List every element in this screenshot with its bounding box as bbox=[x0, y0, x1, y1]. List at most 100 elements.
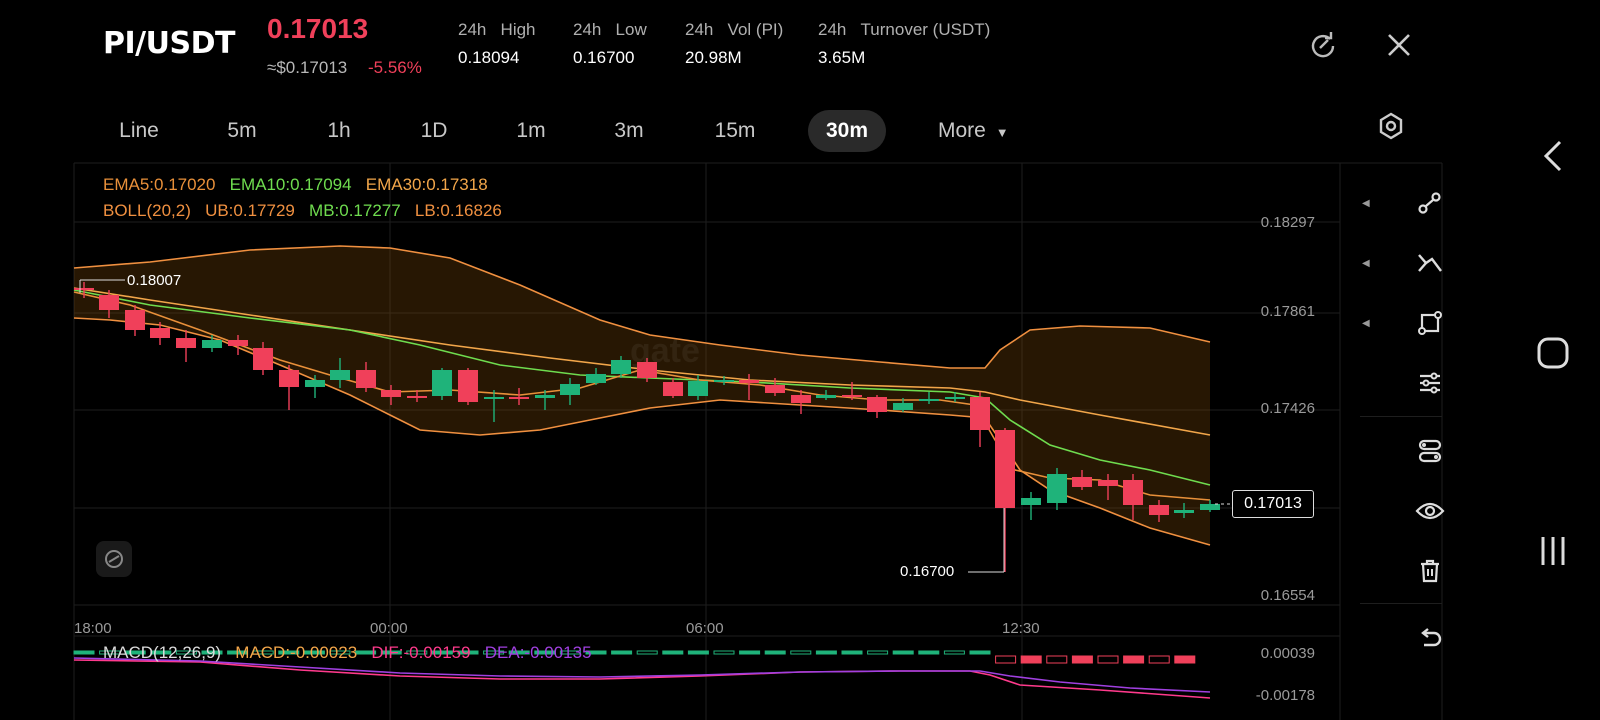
ema5-line bbox=[73, 291, 1211, 501]
tab-1h[interactable]: 1h bbox=[327, 119, 351, 142]
toolbar-divider bbox=[1360, 416, 1442, 417]
candle-down bbox=[381, 390, 401, 397]
boll-legend: BOLL(20,2) bbox=[103, 201, 191, 220]
candle-up bbox=[1021, 498, 1041, 505]
macd-bar bbox=[124, 650, 146, 655]
indicators-icon[interactable] bbox=[1410, 431, 1450, 471]
y-axis-label: 0.17861 bbox=[1260, 303, 1315, 320]
macd-bar bbox=[150, 650, 172, 655]
back-nav-icon[interactable] bbox=[1530, 133, 1576, 179]
macd-bar bbox=[585, 650, 607, 655]
macd-bar bbox=[687, 650, 709, 655]
tab-3m[interactable]: 3m bbox=[614, 119, 644, 142]
macd-dea-legend: DEA:-0.00135 bbox=[484, 643, 592, 662]
macd-y-top: 0.00039 bbox=[1260, 645, 1315, 662]
macd-histogram bbox=[73, 650, 1196, 664]
candle-up bbox=[688, 381, 708, 396]
candle-up bbox=[816, 395, 836, 398]
candle-down bbox=[407, 396, 427, 398]
candle-down bbox=[150, 328, 170, 338]
tab-5m[interactable]: 5m bbox=[227, 119, 257, 142]
macd-bar bbox=[995, 655, 1017, 664]
candle-down bbox=[99, 295, 119, 310]
candle-up bbox=[535, 395, 555, 398]
bollinger-band-fill bbox=[74, 246, 1210, 545]
close-icon[interactable] bbox=[1384, 30, 1414, 60]
stat-24h-low: 24h Low 0.16700 bbox=[573, 20, 647, 67]
candles-group bbox=[74, 282, 1220, 572]
y-axis-label: 0.16554 bbox=[1260, 587, 1315, 604]
macd-bar bbox=[355, 650, 377, 655]
macd-value-legend: MACD:-0.00023 bbox=[235, 643, 358, 662]
stat-24h-vol: 24h Vol (PI) 20.98M bbox=[685, 20, 784, 67]
ema30-line bbox=[73, 287, 1211, 436]
candle-up bbox=[919, 399, 939, 401]
macd-bar bbox=[278, 650, 300, 655]
sliders-icon[interactable] bbox=[1410, 363, 1450, 403]
candle-up bbox=[330, 370, 350, 380]
more-dropdown[interactable]: More ▼ bbox=[938, 110, 1009, 152]
home-nav-icon[interactable] bbox=[1530, 330, 1576, 376]
macd-bar bbox=[406, 650, 428, 655]
macd-bar bbox=[841, 650, 863, 655]
macd-bar bbox=[483, 650, 505, 655]
candle-down bbox=[253, 348, 273, 370]
boll-mb-legend: MB:0.17277 bbox=[309, 201, 401, 220]
candle-down bbox=[1098, 480, 1118, 486]
candle-down bbox=[176, 338, 196, 348]
chart-settings-icon[interactable] bbox=[1376, 111, 1406, 141]
macd-bar bbox=[329, 650, 351, 655]
stat-24h-turnover: 24h Turnover (USDT) 3.65M bbox=[818, 20, 991, 67]
tab-30m[interactable]: 30m bbox=[808, 110, 886, 152]
candle-down bbox=[842, 395, 862, 397]
macd-dea-line bbox=[73, 657, 1211, 693]
tab-1m[interactable]: 1m bbox=[516, 119, 546, 142]
macd-name-legend: MACD(12,26,9) bbox=[103, 643, 222, 662]
low-price-marker: 0.16700 bbox=[900, 563, 955, 580]
tab-15m[interactable]: 15m bbox=[714, 119, 756, 142]
trend-line-tool-icon[interactable] bbox=[1410, 183, 1450, 223]
candle-up bbox=[1200, 504, 1220, 510]
chart-mode-toggle[interactable] bbox=[96, 541, 132, 577]
macd-bar bbox=[252, 650, 274, 655]
x-axis-label: 06:00 bbox=[686, 620, 724, 637]
macd-bar bbox=[175, 650, 197, 655]
ema30-legend: EMA30:0.17318 bbox=[365, 175, 488, 194]
macd-bar bbox=[636, 650, 658, 655]
candle-down bbox=[228, 340, 248, 346]
expand-arrow-icon: ◀ bbox=[1362, 258, 1370, 269]
undo-icon[interactable] bbox=[1410, 618, 1450, 658]
candle-up bbox=[714, 380, 734, 382]
line-tool-icon[interactable] bbox=[1410, 243, 1450, 283]
macd-bar bbox=[969, 650, 991, 655]
candle-up bbox=[305, 380, 325, 387]
macd-bar bbox=[508, 650, 530, 655]
candle-up bbox=[1047, 474, 1067, 503]
candle-down bbox=[1072, 477, 1092, 487]
macd-bar bbox=[73, 650, 95, 655]
boll-ub-legend: UB:0.17729 bbox=[205, 201, 295, 220]
candle-down bbox=[1149, 505, 1169, 515]
tab-1d[interactable]: 1D bbox=[420, 119, 448, 142]
candle-down bbox=[356, 370, 376, 388]
high-price-marker: 0.18007 bbox=[127, 272, 182, 289]
shape-tool-icon[interactable] bbox=[1410, 303, 1450, 343]
recents-nav-icon[interactable] bbox=[1530, 528, 1576, 574]
candle-up bbox=[560, 384, 580, 395]
candle-down bbox=[765, 385, 785, 393]
pair-title[interactable]: PI/USDT bbox=[103, 26, 235, 61]
macd-bar bbox=[99, 650, 121, 655]
macd-bar bbox=[559, 650, 581, 655]
price-change-percent: -5.56% bbox=[368, 58, 422, 77]
trash-icon[interactable] bbox=[1410, 551, 1450, 591]
tab-line[interactable]: Line bbox=[119, 119, 159, 142]
macd-bar bbox=[1123, 655, 1145, 664]
eye-icon[interactable] bbox=[1410, 491, 1450, 531]
macd-bar bbox=[764, 650, 786, 655]
macd-bar bbox=[713, 650, 735, 655]
refresh-icon[interactable] bbox=[1308, 30, 1338, 60]
macd-bar bbox=[534, 650, 556, 655]
x-axis-label: 18:00 bbox=[74, 620, 112, 637]
y-axis-label: 0.18297 bbox=[1260, 214, 1315, 231]
